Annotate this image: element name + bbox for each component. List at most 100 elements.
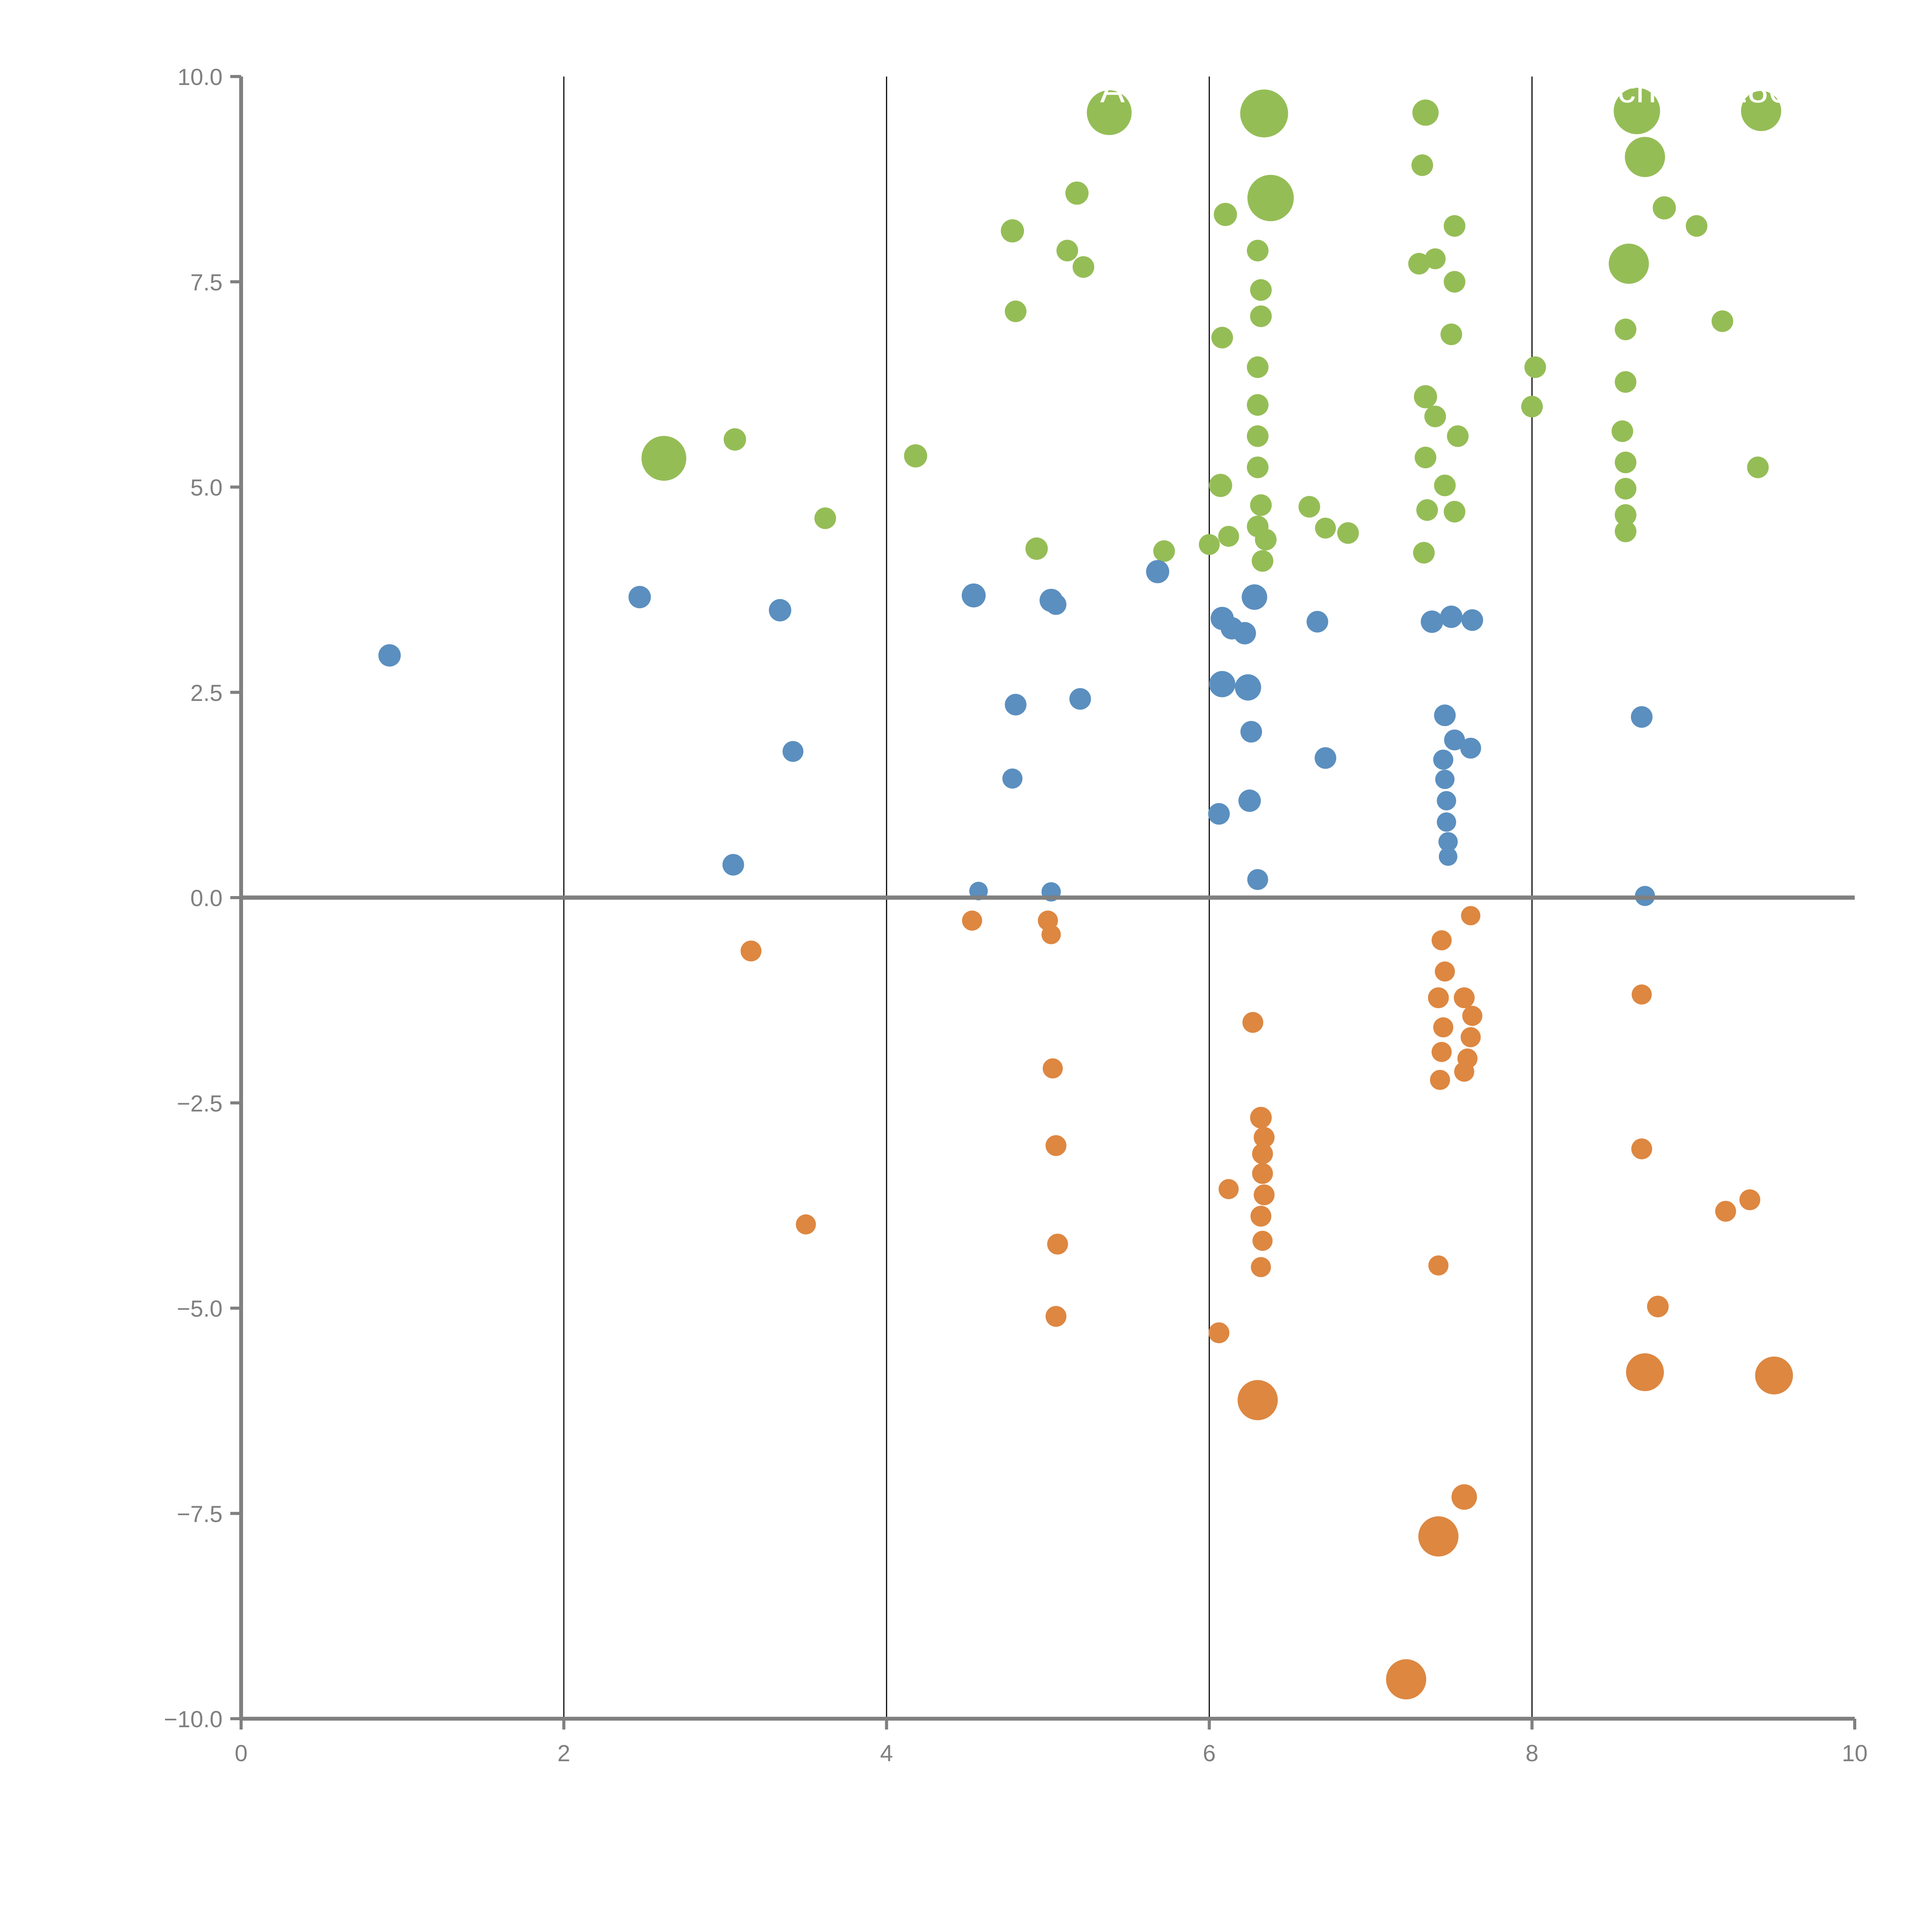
data-point-green[interactable]	[1685, 215, 1708, 237]
data-point-orange[interactable]	[1250, 1107, 1272, 1129]
data-point-blue[interactable]	[961, 583, 986, 607]
data-point-blue[interactable]	[782, 741, 804, 762]
data-point-blue[interactable]	[769, 599, 791, 622]
data-point-blue[interactable]	[1435, 770, 1455, 789]
data-point-orange[interactable]	[1431, 930, 1452, 951]
data-point-green[interactable]	[1425, 248, 1446, 269]
data-point-green[interactable]	[1211, 327, 1233, 349]
data-point-green[interactable]	[1247, 456, 1269, 478]
data-point-green[interactable]	[1411, 154, 1433, 176]
data-point-green[interactable]	[1424, 405, 1446, 427]
data-point-orange[interactable]	[1626, 1353, 1664, 1391]
data-point-orange[interactable]	[1461, 906, 1481, 925]
data-point-orange[interactable]	[1242, 1012, 1264, 1033]
data-point-green[interactable]	[1255, 529, 1277, 551]
data-point-orange[interactable]	[796, 1214, 816, 1235]
data-point-blue[interactable]	[378, 644, 401, 667]
data-point-blue[interactable]	[1238, 789, 1261, 812]
data-point-green[interactable]	[1209, 474, 1232, 497]
data-point-blue[interactable]	[1438, 832, 1458, 852]
data-point-orange[interactable]	[1435, 961, 1455, 982]
data-point-blue[interactable]	[1439, 847, 1458, 866]
data-point-green[interactable]	[1416, 499, 1438, 521]
data-point-orange[interactable]	[1462, 1006, 1483, 1026]
data-point-blue[interactable]	[1433, 750, 1454, 770]
data-point-orange[interactable]	[962, 910, 982, 931]
data-point-green[interactable]	[1408, 253, 1430, 275]
data-point-green[interactable]	[1609, 243, 1649, 284]
data-point-green[interactable]	[1444, 501, 1466, 523]
data-point-blue[interactable]	[1631, 706, 1653, 728]
data-point-green[interactable]	[1615, 451, 1637, 473]
data-point-orange[interactable]	[1045, 1135, 1066, 1156]
data-point-blue[interactable]	[722, 854, 744, 876]
data-point-green[interactable]	[723, 428, 746, 451]
data-point-blue[interactable]	[1005, 694, 1027, 716]
data-point-orange[interactable]	[1218, 1179, 1239, 1199]
data-point-orange[interactable]	[1250, 1206, 1272, 1227]
data-point-green[interactable]	[1250, 494, 1272, 516]
data-point-orange[interactable]	[1386, 1659, 1427, 1699]
data-point-green[interactable]	[1218, 526, 1239, 547]
data-point-green[interactable]	[1413, 542, 1435, 564]
data-point-orange[interactable]	[1041, 925, 1061, 944]
data-point-green[interactable]	[1444, 271, 1466, 293]
data-point-green[interactable]	[1415, 447, 1437, 468]
data-point-orange[interactable]	[1428, 987, 1449, 1009]
data-point-blue[interactable]	[1242, 584, 1267, 610]
data-point-orange[interactable]	[1253, 1127, 1275, 1148]
data-point-orange[interactable]	[1739, 1189, 1760, 1210]
data-point-orange[interactable]	[1252, 1163, 1273, 1184]
data-point-green[interactable]	[1412, 99, 1439, 126]
data-point-orange[interactable]	[1043, 1058, 1063, 1078]
data-point-green[interactable]	[1247, 394, 1269, 416]
data-point-blue[interactable]	[1146, 560, 1169, 583]
data-point-orange[interactable]	[1208, 1322, 1230, 1344]
data-point-green[interactable]	[1524, 356, 1546, 378]
data-point-green[interactable]	[1065, 181, 1089, 205]
data-point-orange[interactable]	[1045, 1306, 1066, 1327]
data-point-blue[interactable]	[1315, 747, 1337, 769]
data-point-green[interactable]	[1252, 550, 1274, 572]
data-point-green[interactable]	[1444, 215, 1466, 237]
data-point-orange[interactable]	[1047, 1233, 1068, 1255]
data-point-orange[interactable]	[1715, 1201, 1736, 1222]
data-point-blue[interactable]	[628, 586, 651, 609]
data-point-green[interactable]	[1298, 496, 1320, 518]
data-point-green[interactable]	[1214, 203, 1237, 226]
data-point-blue[interactable]	[1444, 730, 1465, 750]
data-point-green[interactable]	[1001, 219, 1024, 243]
data-point-green[interactable]	[1247, 175, 1294, 221]
data-point-orange[interactable]	[1454, 1061, 1475, 1082]
data-point-orange[interactable]	[1631, 984, 1652, 1005]
data-point-green[interactable]	[1615, 478, 1637, 500]
data-point-orange[interactable]	[1237, 1380, 1278, 1420]
data-point-green[interactable]	[1434, 474, 1456, 497]
data-point-green[interactable]	[1614, 88, 1660, 134]
data-point-green[interactable]	[1615, 371, 1637, 393]
data-point-blue[interactable]	[1440, 605, 1463, 628]
data-point-green[interactable]	[1521, 396, 1543, 418]
data-point-blue[interactable]	[1460, 738, 1481, 759]
data-point-green[interactable]	[1615, 504, 1637, 526]
data-point-green[interactable]	[1615, 318, 1637, 340]
data-point-orange[interactable]	[1431, 1042, 1452, 1062]
data-point-green[interactable]	[1711, 310, 1733, 332]
data-point-orange[interactable]	[1251, 1257, 1271, 1277]
data-point-green[interactable]	[1240, 89, 1288, 138]
data-point-blue[interactable]	[1209, 671, 1236, 697]
data-point-orange[interactable]	[1631, 1138, 1652, 1160]
data-point-orange[interactable]	[1461, 1027, 1481, 1048]
data-point-blue[interactable]	[1240, 721, 1262, 743]
data-point-green[interactable]	[1247, 356, 1269, 378]
data-point-blue[interactable]	[1434, 704, 1456, 726]
data-point-green[interactable]	[1747, 456, 1769, 478]
data-point-orange[interactable]	[1252, 1143, 1273, 1164]
data-point-orange[interactable]	[1253, 1184, 1275, 1206]
data-point-green[interactable]	[1025, 537, 1048, 560]
data-point-green[interactable]	[814, 507, 836, 529]
data-point-green[interactable]	[1153, 540, 1175, 562]
data-point-orange[interactable]	[1647, 1296, 1669, 1318]
data-point-blue[interactable]	[1069, 688, 1091, 710]
data-point-green[interactable]	[1247, 240, 1269, 262]
